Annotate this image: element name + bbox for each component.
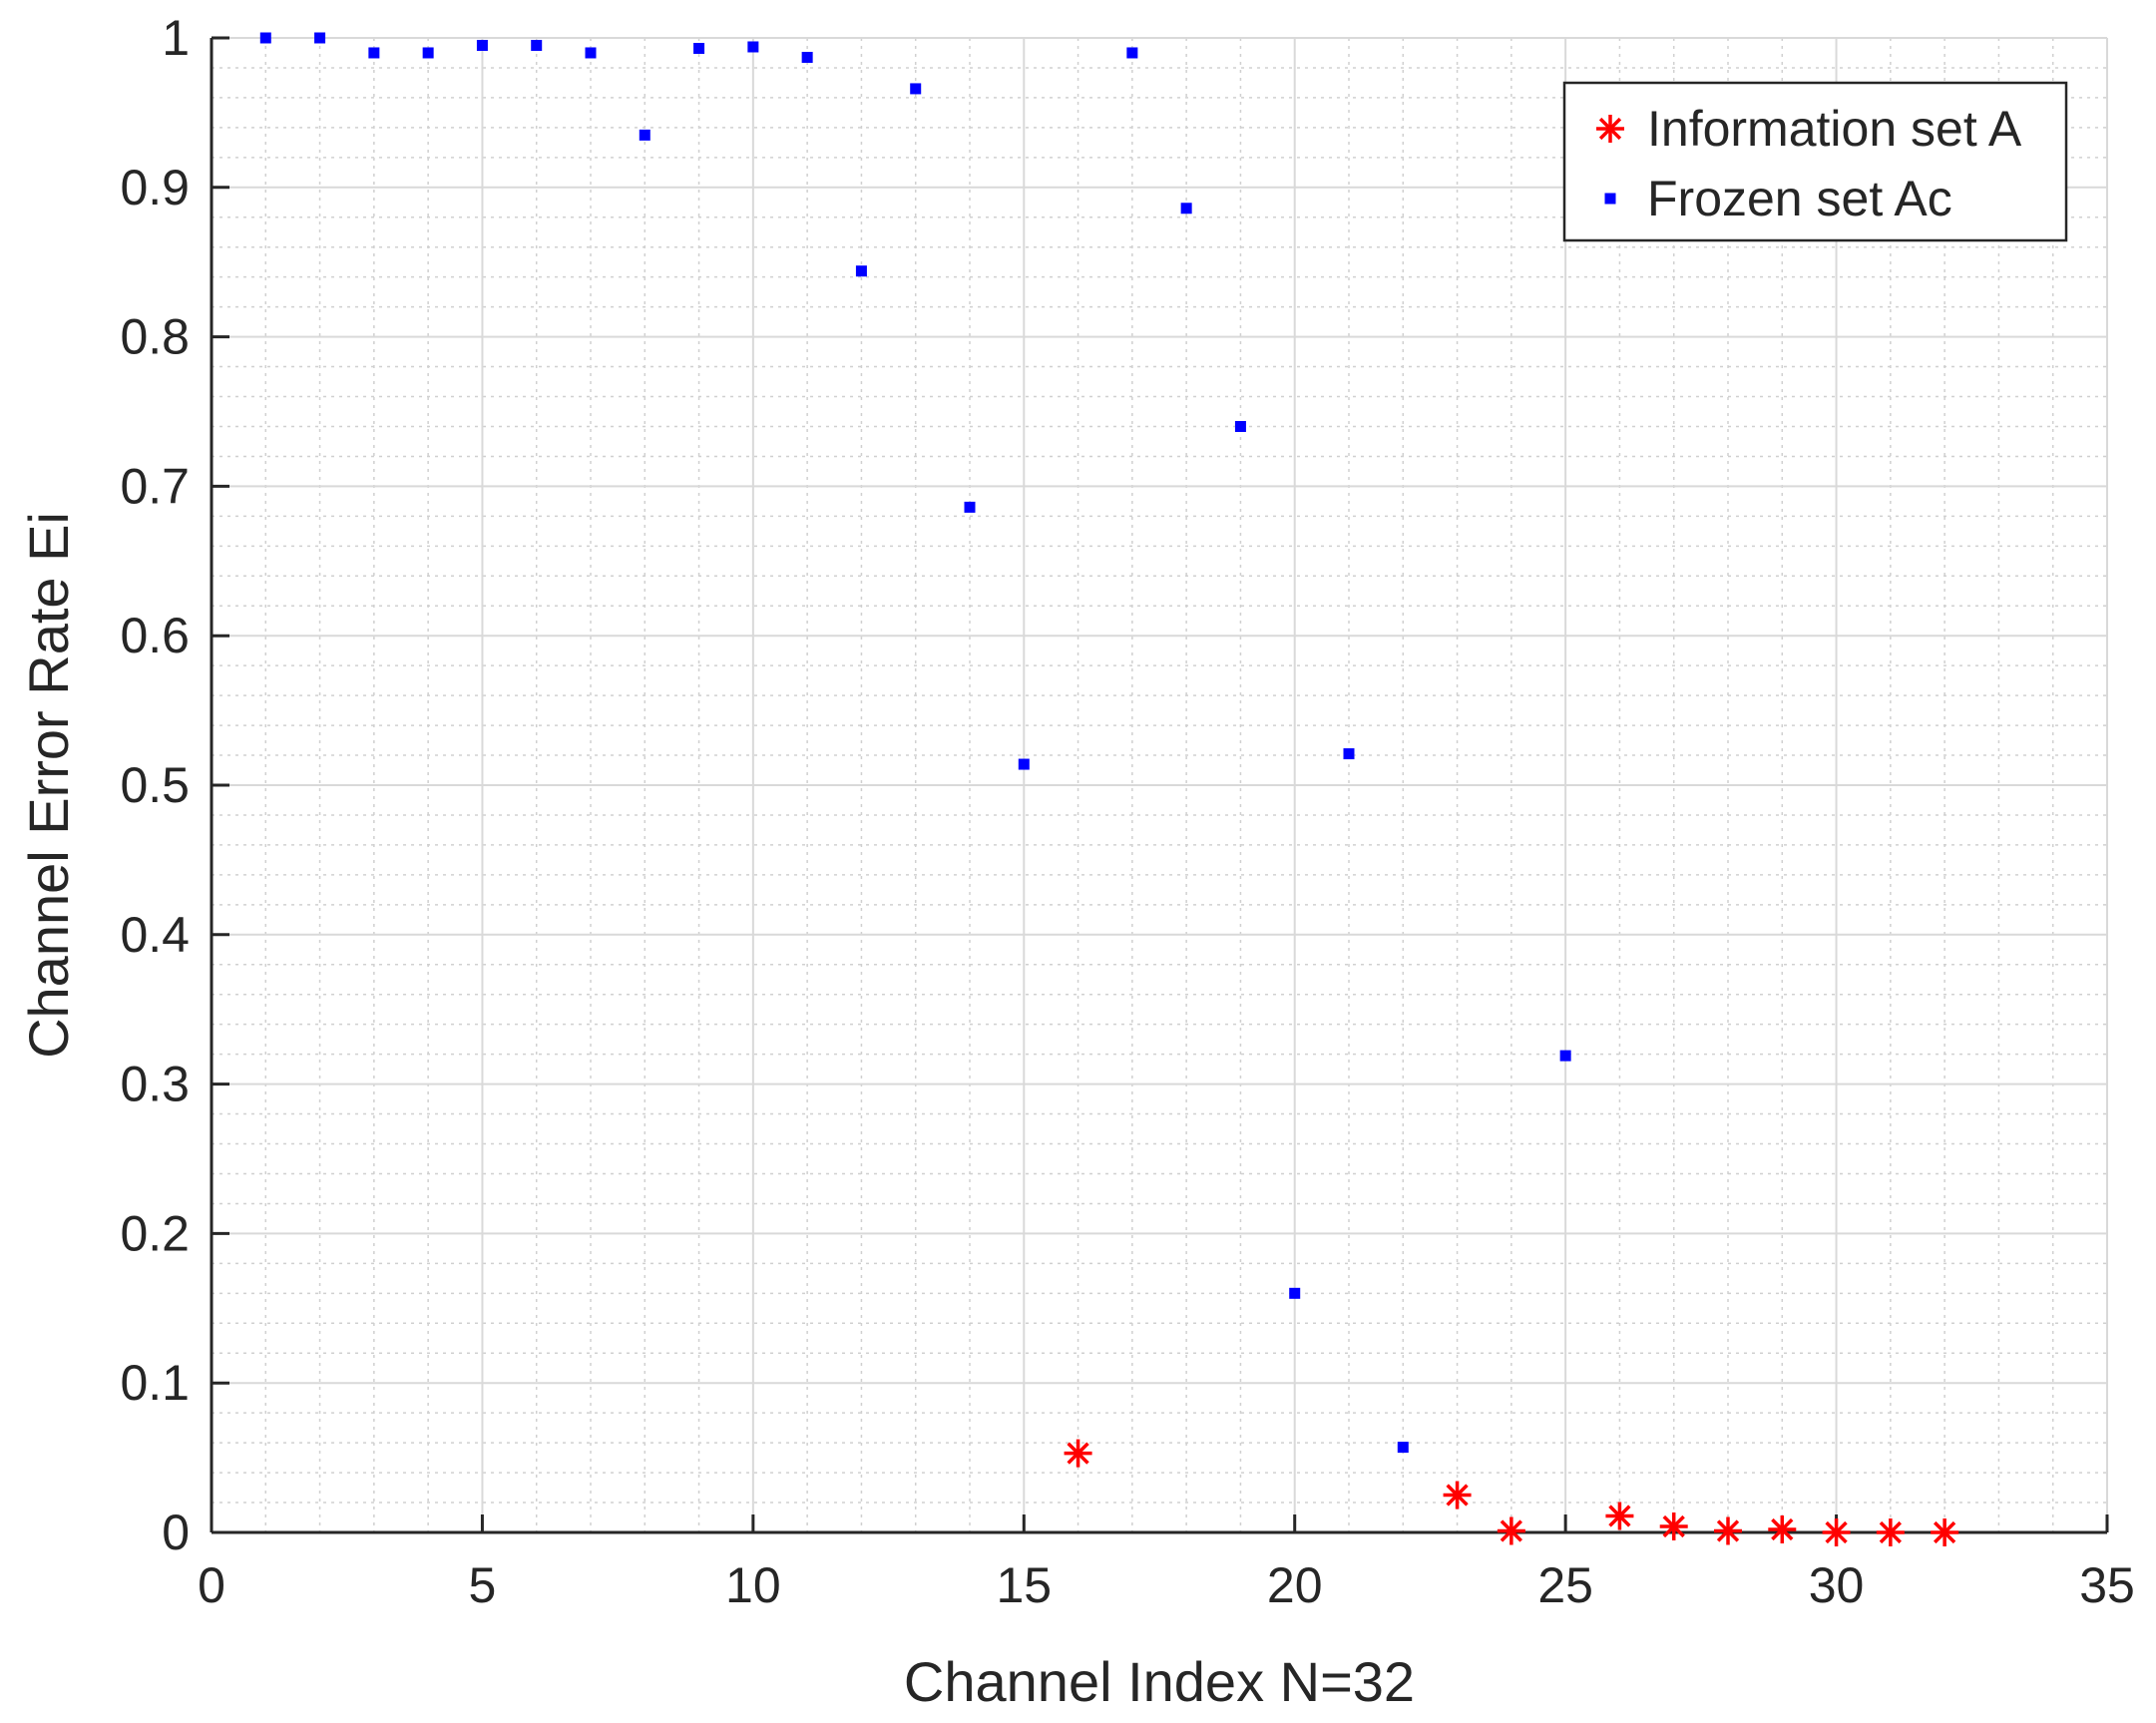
information-point	[1659, 1512, 1688, 1541]
frozen-point	[1289, 1287, 1301, 1299]
x-tick-label: 0	[198, 1557, 225, 1613]
frozen-point	[801, 51, 813, 63]
frozen-point	[639, 129, 650, 141]
y-tick-label: 0.8	[120, 309, 190, 365]
information-point	[1822, 1518, 1851, 1546]
frozen-point	[964, 501, 976, 513]
series-group	[259, 32, 1571, 1454]
y-tick-label: 0.2	[120, 1205, 190, 1261]
frozen-point	[422, 47, 434, 59]
frozen-point	[585, 47, 597, 59]
information-point	[1605, 1502, 1634, 1530]
legend-marker-square	[1604, 193, 1616, 205]
legend: Information set A Frozen set Ac	[1562, 81, 2068, 242]
frozen-point	[1559, 1050, 1571, 1062]
y-axis-ticks: 0 0.1 0.2 0.3 0.4 0.5 0.6 0.7 0.8 0.9 1	[120, 10, 229, 1560]
frozen-point	[1397, 1442, 1409, 1454]
frozen-point	[476, 39, 488, 51]
x-axis-title: Channel Index N=32	[904, 1650, 1415, 1713]
minor-grid	[212, 38, 2107, 1532]
information-point	[1497, 1516, 1525, 1545]
x-tick-label: 35	[2079, 1557, 2135, 1613]
frozen-point	[1343, 748, 1355, 760]
information-point	[1714, 1516, 1742, 1545]
y-tick-label: 0.9	[120, 160, 190, 215]
x-axis-ticks: 0 5 10 15 20 25 30 35	[198, 1514, 2135, 1613]
legend-label: Frozen set Ac	[1647, 171, 1952, 226]
frozen-point	[1180, 203, 1192, 215]
x-tick-label: 15	[996, 1557, 1052, 1613]
frozen-point	[747, 41, 759, 53]
y-tick-label: 0.3	[120, 1057, 190, 1112]
x-tick-label: 25	[1537, 1557, 1593, 1613]
y-tick-label: 0.7	[120, 458, 190, 514]
x-tick-label: 5	[469, 1557, 497, 1613]
y-tick-label: 0.1	[120, 1355, 190, 1411]
information-point	[1768, 1515, 1797, 1544]
frozen-point	[855, 265, 867, 277]
frozen-point	[368, 47, 380, 59]
y-tick-label: 0.6	[120, 608, 190, 663]
information-point	[1931, 1518, 1959, 1546]
y-tick-label: 0.4	[120, 907, 190, 963]
frozen-point	[910, 83, 922, 95]
information-point	[1064, 1439, 1092, 1468]
legend-marker-asterisk	[1596, 115, 1624, 143]
frozen-point	[1018, 758, 1030, 770]
y-tick-label: 1	[162, 10, 190, 66]
frozen-point	[1234, 420, 1246, 432]
data-series	[259, 32, 1959, 1546]
x-tick-label: 20	[1267, 1557, 1323, 1613]
legend-label: Information set A	[1647, 101, 2022, 157]
information-point	[1443, 1481, 1472, 1509]
legend-box	[1562, 81, 2068, 242]
frozen-point	[531, 39, 543, 51]
frozen-point	[1126, 47, 1138, 59]
y-axis-title: Channel Error Rate Ei	[17, 512, 80, 1059]
frozen-point	[693, 42, 705, 54]
x-tick-label: 30	[1809, 1557, 1865, 1613]
y-tick-label: 0.5	[120, 757, 190, 813]
series-group	[1064, 1439, 1959, 1546]
information-point	[1876, 1518, 1905, 1546]
frozen-point	[314, 32, 326, 44]
x-tick-label: 10	[725, 1557, 781, 1613]
y-tick-label: 0	[162, 1505, 190, 1560]
frozen-point	[259, 32, 271, 44]
